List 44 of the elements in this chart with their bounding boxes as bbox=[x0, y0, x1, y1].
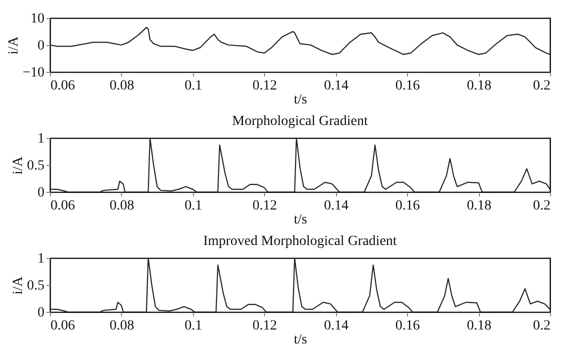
chart-title: Morphological Gradient bbox=[232, 114, 368, 129]
x-tick-label: 0.2 bbox=[533, 78, 550, 94]
y-tick-label: 0 bbox=[38, 306, 44, 320]
x-tick-label: 0.16 bbox=[395, 198, 420, 214]
x-tick-label: 0.12 bbox=[252, 78, 278, 94]
x-axis-title: t/s bbox=[294, 332, 308, 348]
y-tick-label: 10 bbox=[30, 12, 44, 26]
x-axis-title: t/s bbox=[294, 212, 308, 228]
x-tick-label: 0.16 bbox=[395, 78, 420, 94]
x-tick-label: 0.16 bbox=[395, 318, 420, 334]
x-tick-label: 0.06 bbox=[50, 78, 75, 94]
x-tick-label: 0.08 bbox=[110, 198, 134, 214]
line-series bbox=[50, 26, 550, 55]
y-axis-title: i/A bbox=[6, 36, 22, 54]
line-series bbox=[50, 138, 550, 192]
x-tick-label: 0.14 bbox=[324, 318, 348, 334]
x-tick-label: 0.1 bbox=[184, 78, 202, 94]
x-tick-label: 0.2 bbox=[533, 318, 550, 334]
y-tick-label: 0 bbox=[38, 38, 44, 54]
y-axis-title: i/A bbox=[11, 276, 26, 294]
x-tick-label: 0.08 bbox=[110, 318, 134, 334]
x-tick-label: 0.12 bbox=[252, 318, 278, 334]
x-tick-label: 0.08 bbox=[110, 78, 134, 94]
y-tick-label: 1 bbox=[38, 252, 44, 266]
y-tick-label: 0.5 bbox=[27, 278, 44, 294]
x-tick-label: 0.14 bbox=[324, 198, 348, 214]
x-tick-label: 0.18 bbox=[466, 78, 492, 94]
chart-title: Improved Morphological Gradient bbox=[203, 234, 397, 249]
x-tick-label: 0.18 bbox=[466, 198, 492, 214]
y-axis-title: i/A bbox=[11, 156, 26, 174]
x-tick-label: 0.1 bbox=[184, 318, 202, 334]
y-tick-label: 1 bbox=[38, 132, 44, 146]
x-tick-label: 0.14 bbox=[324, 78, 348, 94]
y-tick-label: 0.5 bbox=[27, 158, 44, 174]
x-tick-label: 0.1 bbox=[184, 198, 202, 214]
x-tick-label: 0.06 bbox=[50, 318, 75, 334]
x-axis-title: t/s bbox=[294, 92, 308, 108]
x-tick-label: 0.06 bbox=[50, 198, 75, 214]
x-tick-label: 0.18 bbox=[466, 318, 492, 334]
y-tick-label: −10 bbox=[22, 66, 44, 80]
x-tick-label: 0.12 bbox=[252, 198, 278, 214]
line-series bbox=[50, 258, 550, 312]
x-tick-label: 0.2 bbox=[533, 198, 550, 214]
y-tick-label: 0 bbox=[38, 186, 44, 200]
